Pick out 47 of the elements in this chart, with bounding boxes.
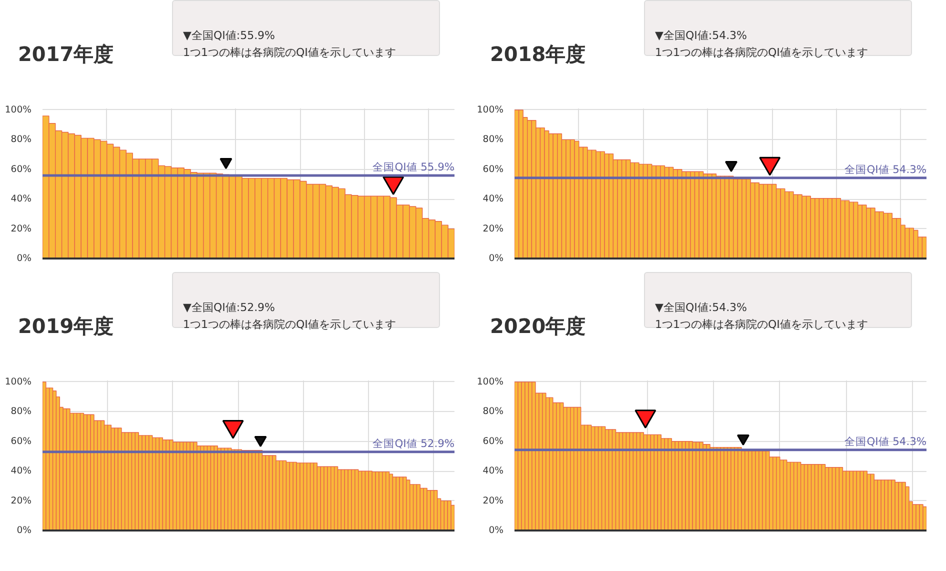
- y-tick-label: 0%: [16, 525, 32, 536]
- y-tick-label: 100%: [4, 104, 32, 116]
- ref-line-label: 全国QI値 54.3%: [844, 162, 927, 176]
- text: 1つ1つの棒は各病院のQI値を示しています: [655, 318, 868, 331]
- text: ▼全国QI値:54.3%: [655, 29, 748, 42]
- ref-line-label: 全国QI値 55.9%: [372, 160, 455, 174]
- y-tick-label: 20%: [10, 495, 32, 506]
- y-tick-label: 20%: [10, 223, 32, 234]
- y-tick-label: 0%: [488, 525, 504, 536]
- y-tick-label: 80%: [482, 406, 504, 418]
- chart-title: 2020年度: [489, 313, 586, 340]
- bar: [896, 218, 902, 258]
- ref-line-label: 全国QI値 54.3%: [844, 434, 927, 448]
- y-tick-label: 80%: [10, 406, 32, 418]
- bar: [922, 506, 926, 530]
- y-tick-label: 60%: [482, 436, 504, 447]
- y-tick-label: 40%: [10, 194, 32, 205]
- y-tick-label: 60%: [482, 164, 504, 175]
- y-tick-label: 80%: [482, 134, 504, 146]
- chart-title: 2017年度: [17, 41, 114, 68]
- y-tick-label: 60%: [10, 164, 32, 175]
- text: ▼全国QI値:55.9%: [183, 29, 276, 42]
- text: 1つ1つの棒は各病院のQI値を示しています: [183, 46, 396, 59]
- y-tick-label: 20%: [482, 223, 504, 234]
- y-tick-label: 100%: [476, 376, 504, 388]
- y-tick-label: 80%: [10, 134, 32, 146]
- y-tick-label: 100%: [4, 376, 32, 388]
- bar: [772, 184, 777, 258]
- text: 1つ1つの棒は各病院のQI値を示しています: [655, 46, 868, 59]
- chart-title: 2019年度: [17, 313, 114, 340]
- y-tick-label: 60%: [10, 436, 32, 447]
- bar: [905, 486, 910, 530]
- bar: [450, 504, 454, 530]
- text: ▼全国QI値:54.3%: [655, 301, 748, 314]
- y-tick-label: 0%: [488, 253, 504, 264]
- text: ▼全国QI値:52.9%: [183, 301, 276, 314]
- y-tick-label: 40%: [482, 194, 504, 205]
- bar: [853, 202, 858, 258]
- y-tick-label: 100%: [476, 104, 504, 116]
- ref-line-label: 全国QI値 52.9%: [372, 436, 455, 450]
- y-tick-label: 40%: [482, 466, 504, 477]
- y-tick-label: 40%: [10, 466, 32, 477]
- y-tick-label: 0%: [16, 253, 32, 264]
- text: 1つ1つの棒は各病院のQI値を示しています: [183, 318, 396, 331]
- bar: [922, 236, 926, 258]
- chart-title: 2018年度: [489, 41, 586, 68]
- y-tick-label: 20%: [482, 495, 504, 506]
